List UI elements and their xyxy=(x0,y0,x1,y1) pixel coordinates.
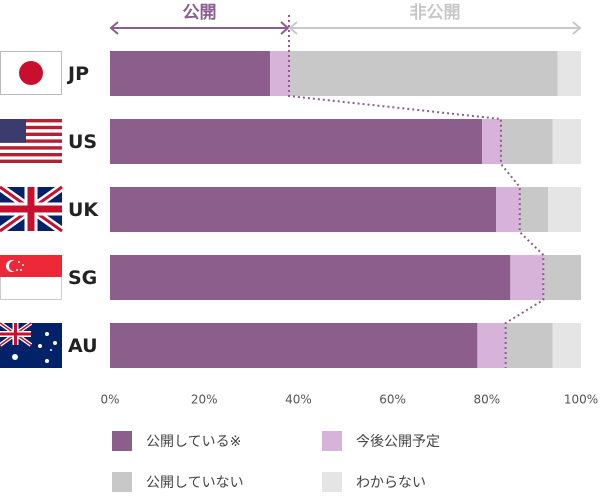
legend-swatch xyxy=(322,431,342,451)
flag-au xyxy=(0,321,62,368)
category-label: JP xyxy=(66,63,89,85)
bar-segment xyxy=(110,323,478,368)
flag-jp xyxy=(0,51,62,95)
bar-segment xyxy=(496,187,520,232)
flag-sg xyxy=(0,255,62,300)
bar-segment xyxy=(519,187,549,232)
bar-segment xyxy=(548,187,581,232)
annotation: 非公開 xyxy=(409,2,460,23)
bar-segment xyxy=(477,323,506,368)
x-tick-label: 20% xyxy=(191,393,218,407)
annotation: 公開 xyxy=(182,3,216,23)
x-tick-label: 100% xyxy=(564,393,598,407)
bar-segment xyxy=(557,51,581,96)
x-tick-label: 0% xyxy=(100,393,119,407)
bar-segment xyxy=(510,255,544,300)
bar-segment xyxy=(288,51,558,96)
legend-label: 公開していない xyxy=(146,475,244,491)
bracket-private xyxy=(288,21,582,35)
bar-segment xyxy=(552,119,581,164)
bar-segment xyxy=(552,323,581,368)
bar-segment xyxy=(505,323,553,368)
legend-swatch xyxy=(112,431,132,451)
bar-segment xyxy=(482,119,501,164)
legend-label: わからない xyxy=(356,475,426,491)
category-label: AU xyxy=(68,335,98,357)
bar-segment xyxy=(270,51,289,96)
bracket-public xyxy=(109,21,290,35)
category-label: US xyxy=(68,131,97,153)
x-tick-label: 40% xyxy=(285,393,312,407)
bar-segment xyxy=(110,51,271,96)
bar-segment xyxy=(543,255,581,300)
bar-segment xyxy=(500,119,553,164)
bar-segment xyxy=(110,187,497,232)
legend-label: 今後公開予定 xyxy=(356,434,440,450)
legend-swatch xyxy=(112,472,132,492)
bar-segment xyxy=(110,255,511,300)
legend-label: 公開している※ xyxy=(146,434,241,450)
category-label: UK xyxy=(68,199,99,221)
x-tick-label: 60% xyxy=(379,393,406,407)
divider-line xyxy=(287,15,545,368)
bar-segment xyxy=(110,119,483,164)
legend-swatch xyxy=(322,472,342,492)
flag-us xyxy=(0,119,62,163)
category-label: SG xyxy=(68,267,97,289)
x-tick-label: 80% xyxy=(473,393,500,407)
flag-uk xyxy=(0,183,65,235)
